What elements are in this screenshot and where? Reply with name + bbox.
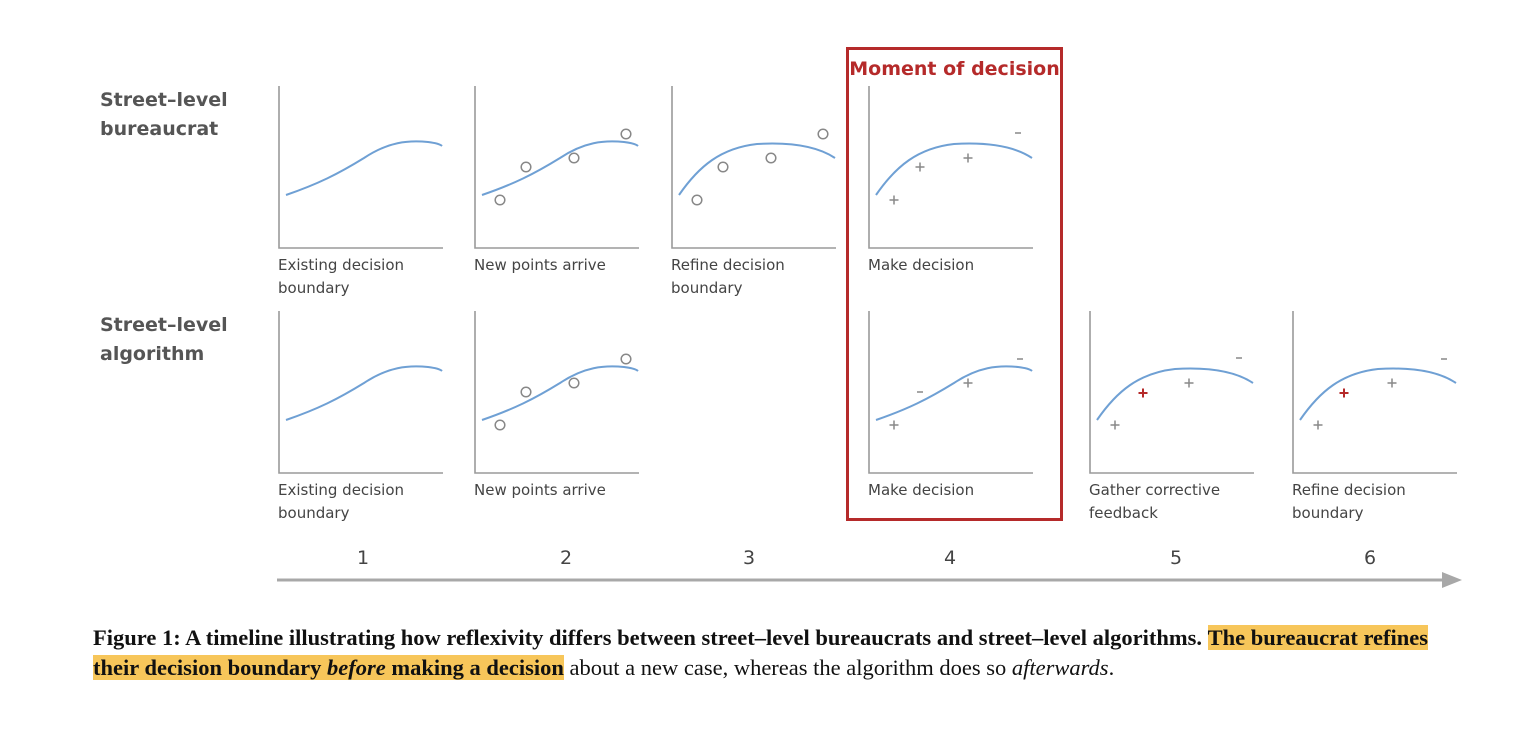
panel-existing-boundary-bureaucrat: Existing decision boundary bbox=[278, 86, 446, 301]
positive-marker bbox=[1110, 420, 1120, 430]
decision-boundary-curve bbox=[678, 142, 836, 196]
positive-marker bbox=[963, 153, 973, 163]
panel-plot bbox=[868, 86, 1033, 249]
positive-marker bbox=[1387, 378, 1397, 388]
caption-summary: A timeline illustrating how reflexivity … bbox=[180, 625, 1202, 650]
panel-axes bbox=[868, 311, 1033, 474]
panel-axes bbox=[278, 311, 443, 474]
panel-caption: Refine decision boundary bbox=[671, 256, 785, 297]
moment-of-decision-title: Moment of decision bbox=[849, 58, 1060, 80]
decision-boundary-curve bbox=[875, 142, 1033, 196]
panel-axes bbox=[868, 86, 1033, 249]
panel-axes bbox=[474, 86, 639, 249]
panel-caption: Make decision bbox=[868, 481, 975, 499]
panel-caption: Gather corrective feedback bbox=[1089, 481, 1221, 522]
panel-new-points-bureaucrat: New points arrive bbox=[474, 86, 642, 301]
corrected-positive-marker bbox=[1138, 388, 1148, 398]
data-point-circle bbox=[494, 419, 506, 431]
positive-marker bbox=[889, 195, 899, 205]
data-point-circle bbox=[717, 161, 729, 173]
panel-refine-boundary-bureaucrat: Refine decision boundary bbox=[671, 86, 839, 301]
corrected-positive-marker bbox=[1339, 388, 1349, 398]
positive-marker bbox=[1313, 420, 1323, 430]
caption-rest: about a new case, whereas the algorithm … bbox=[563, 655, 1012, 680]
data-point-circle bbox=[568, 377, 580, 389]
data-point-circle bbox=[817, 128, 829, 140]
data-point-circle bbox=[520, 161, 532, 173]
step-number: 4 bbox=[943, 547, 957, 569]
row-label-algorithm: Street–level algorithm bbox=[100, 314, 228, 365]
decision-boundary-curve bbox=[481, 365, 639, 421]
step-number: 3 bbox=[742, 547, 756, 569]
panel-caption: Make decision bbox=[868, 256, 975, 274]
panel-plot bbox=[1089, 311, 1254, 474]
panel-gather-feedback-algorithm: Gather corrective feedback bbox=[1089, 311, 1257, 526]
panel-new-points-algorithm: New points arrive bbox=[474, 311, 642, 526]
step-number: 5 bbox=[1169, 547, 1183, 569]
data-point-circle bbox=[620, 353, 632, 365]
row-label-bureaucrat: Street–level bureaucrat bbox=[100, 89, 228, 140]
positive-marker bbox=[963, 378, 973, 388]
step-number: 1 bbox=[356, 547, 370, 569]
decision-boundary-curve bbox=[285, 140, 443, 196]
panel-plot bbox=[1292, 311, 1457, 474]
decision-boundary-curve bbox=[875, 365, 1033, 421]
caption-rest-italic: afterwards bbox=[1011, 655, 1109, 680]
step-number: 6 bbox=[1363, 547, 1377, 569]
figure-caption: Figure 1: A timeline illustrating how re… bbox=[93, 625, 1429, 680]
panel-caption: Existing decision boundary bbox=[278, 256, 405, 297]
data-point-circle bbox=[494, 194, 506, 206]
panel-plot bbox=[868, 311, 1033, 474]
panel-axes bbox=[671, 86, 836, 249]
decision-boundary-curve bbox=[1096, 367, 1254, 421]
panel-plot bbox=[474, 311, 639, 474]
panel-plot bbox=[671, 86, 836, 249]
panel-make-decision-algorithm: Make decision bbox=[868, 311, 1036, 526]
panel-caption: Existing decision boundary bbox=[278, 481, 405, 522]
data-point-circle bbox=[765, 152, 777, 164]
moment-of-decision-box: Moment of decision bbox=[846, 47, 1063, 521]
positive-marker bbox=[1184, 378, 1194, 388]
figure: Street–level bureaucrat Street–level alg… bbox=[100, 47, 1462, 588]
positive-marker bbox=[889, 420, 899, 430]
panel-plot bbox=[474, 86, 639, 249]
data-point-circle bbox=[568, 152, 580, 164]
data-point-circle bbox=[691, 194, 703, 206]
timeline-arrow bbox=[277, 572, 1462, 588]
step-number: 2 bbox=[559, 547, 573, 569]
decision-boundary-curve bbox=[285, 365, 443, 421]
caption-label: Figure 1: bbox=[93, 625, 181, 650]
positive-marker bbox=[915, 162, 925, 172]
panel-axes bbox=[1089, 311, 1254, 474]
panel-caption: New points arrive bbox=[474, 481, 606, 499]
panel-axes bbox=[474, 311, 639, 474]
panel-plot bbox=[278, 86, 443, 249]
panel-plot bbox=[278, 311, 443, 474]
panel-axes bbox=[1292, 311, 1457, 474]
decision-boundary-curve bbox=[481, 140, 639, 196]
panel-make-decision-bureaucrat: Make decision bbox=[868, 86, 1036, 301]
panel-caption: New points arrive bbox=[474, 256, 606, 274]
panel-caption: Refine decision boundary bbox=[1292, 481, 1406, 522]
panel-refine-boundary-algorithm: Refine decision boundary bbox=[1292, 311, 1460, 526]
data-point-circle bbox=[520, 386, 532, 398]
panel-existing-boundary-algorithm: Existing decision boundary bbox=[278, 311, 446, 526]
panel-axes bbox=[278, 86, 443, 249]
data-point-circle bbox=[620, 128, 632, 140]
decision-boundary-curve bbox=[1299, 367, 1457, 421]
